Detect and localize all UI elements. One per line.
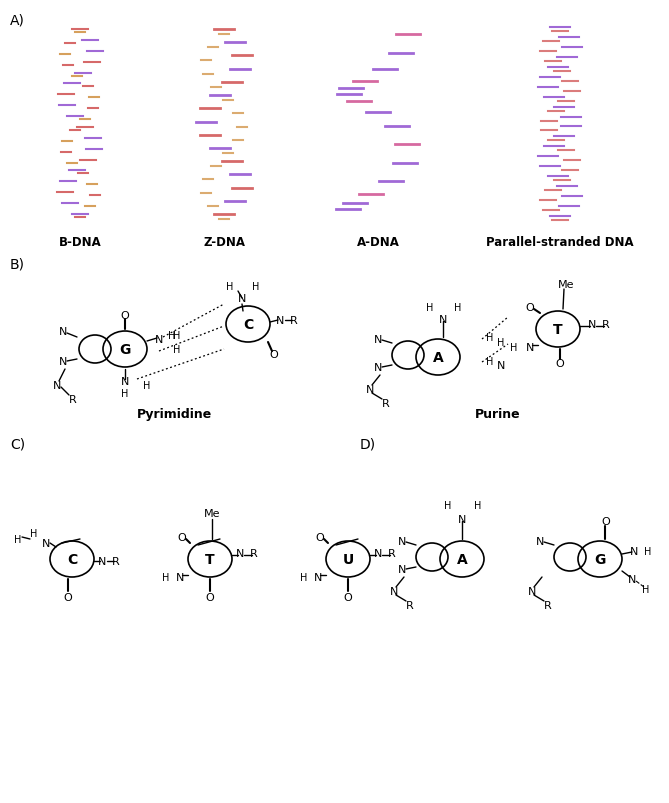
Text: H: H bbox=[169, 331, 176, 340]
Text: H: H bbox=[474, 500, 482, 511]
Text: O: O bbox=[556, 359, 565, 369]
Text: O: O bbox=[205, 593, 214, 602]
Text: N: N bbox=[374, 335, 382, 344]
Text: H: H bbox=[30, 528, 37, 538]
Text: N: N bbox=[628, 574, 636, 585]
Text: A: A bbox=[457, 552, 468, 566]
Text: N: N bbox=[398, 565, 406, 574]
Text: T: T bbox=[205, 552, 215, 566]
Text: H: H bbox=[14, 534, 21, 544]
Text: O: O bbox=[120, 311, 129, 320]
Text: N: N bbox=[276, 316, 284, 325]
Text: R: R bbox=[406, 601, 414, 610]
Text: H: H bbox=[226, 282, 233, 291]
Text: N: N bbox=[41, 538, 50, 548]
Text: O: O bbox=[64, 593, 72, 602]
Text: N: N bbox=[630, 546, 638, 556]
Text: Purine: Purine bbox=[475, 408, 520, 421]
Text: N: N bbox=[53, 381, 61, 390]
Text: H: H bbox=[252, 282, 260, 291]
Text: H: H bbox=[486, 357, 494, 366]
Text: R: R bbox=[69, 394, 77, 405]
Text: T: T bbox=[553, 323, 563, 336]
Text: A): A) bbox=[10, 14, 25, 28]
Text: H: H bbox=[173, 331, 181, 340]
Text: R: R bbox=[112, 556, 120, 566]
Text: D): D) bbox=[360, 438, 376, 451]
Text: N: N bbox=[374, 548, 382, 558]
Text: N: N bbox=[366, 385, 374, 394]
Text: N: N bbox=[497, 361, 505, 370]
Text: H: H bbox=[644, 546, 652, 556]
Text: Me: Me bbox=[204, 508, 220, 519]
Text: G: G bbox=[594, 552, 605, 566]
Text: O: O bbox=[526, 303, 535, 312]
Text: N: N bbox=[398, 536, 406, 546]
Text: N: N bbox=[237, 294, 246, 304]
Text: R: R bbox=[602, 320, 610, 329]
Text: R: R bbox=[388, 548, 396, 558]
Text: B): B) bbox=[10, 258, 25, 271]
Text: H: H bbox=[300, 573, 308, 582]
Text: O: O bbox=[178, 532, 187, 542]
Text: H: H bbox=[444, 500, 452, 511]
Text: N: N bbox=[314, 573, 322, 582]
Text: O: O bbox=[270, 349, 278, 360]
Text: O: O bbox=[344, 593, 353, 602]
Text: N: N bbox=[235, 548, 244, 558]
Text: N: N bbox=[528, 586, 536, 597]
Text: N: N bbox=[155, 335, 163, 344]
Text: H: H bbox=[642, 585, 650, 594]
Text: N: N bbox=[59, 327, 67, 336]
Text: H: H bbox=[143, 381, 151, 390]
Text: R: R bbox=[290, 316, 298, 325]
Text: R: R bbox=[382, 398, 390, 409]
Text: Me: Me bbox=[558, 279, 574, 290]
Text: H: H bbox=[510, 343, 518, 353]
Text: U: U bbox=[343, 552, 354, 566]
Text: N: N bbox=[98, 556, 106, 566]
Text: N: N bbox=[176, 573, 184, 582]
Text: N: N bbox=[526, 343, 534, 353]
Text: C): C) bbox=[10, 438, 25, 451]
Text: R: R bbox=[544, 601, 552, 610]
Text: B-DNA: B-DNA bbox=[59, 235, 102, 248]
Text: H: H bbox=[173, 344, 181, 355]
Text: N: N bbox=[588, 320, 596, 329]
Text: Z-DNA: Z-DNA bbox=[203, 235, 245, 248]
Text: Parallel-stranded DNA: Parallel-stranded DNA bbox=[486, 235, 634, 248]
Text: H: H bbox=[163, 573, 170, 582]
Text: Pyrimidine: Pyrimidine bbox=[137, 408, 213, 421]
Text: N: N bbox=[390, 586, 398, 597]
Text: H: H bbox=[486, 332, 494, 343]
Text: A: A bbox=[433, 351, 444, 365]
Text: O: O bbox=[316, 532, 324, 542]
Text: N: N bbox=[121, 377, 129, 386]
Text: N: N bbox=[536, 536, 544, 546]
Text: N: N bbox=[458, 515, 466, 524]
Text: O: O bbox=[601, 516, 610, 526]
Text: A-DNA: A-DNA bbox=[357, 235, 399, 248]
Text: N: N bbox=[59, 357, 67, 366]
Text: H: H bbox=[497, 337, 504, 348]
Text: C: C bbox=[67, 552, 77, 566]
Text: H: H bbox=[426, 303, 434, 312]
Text: C: C bbox=[243, 318, 253, 332]
Text: G: G bbox=[119, 343, 130, 357]
Text: N: N bbox=[374, 362, 382, 373]
Text: H: H bbox=[454, 303, 462, 312]
Text: H: H bbox=[121, 389, 128, 398]
Text: R: R bbox=[250, 548, 258, 558]
Text: N: N bbox=[439, 315, 447, 324]
